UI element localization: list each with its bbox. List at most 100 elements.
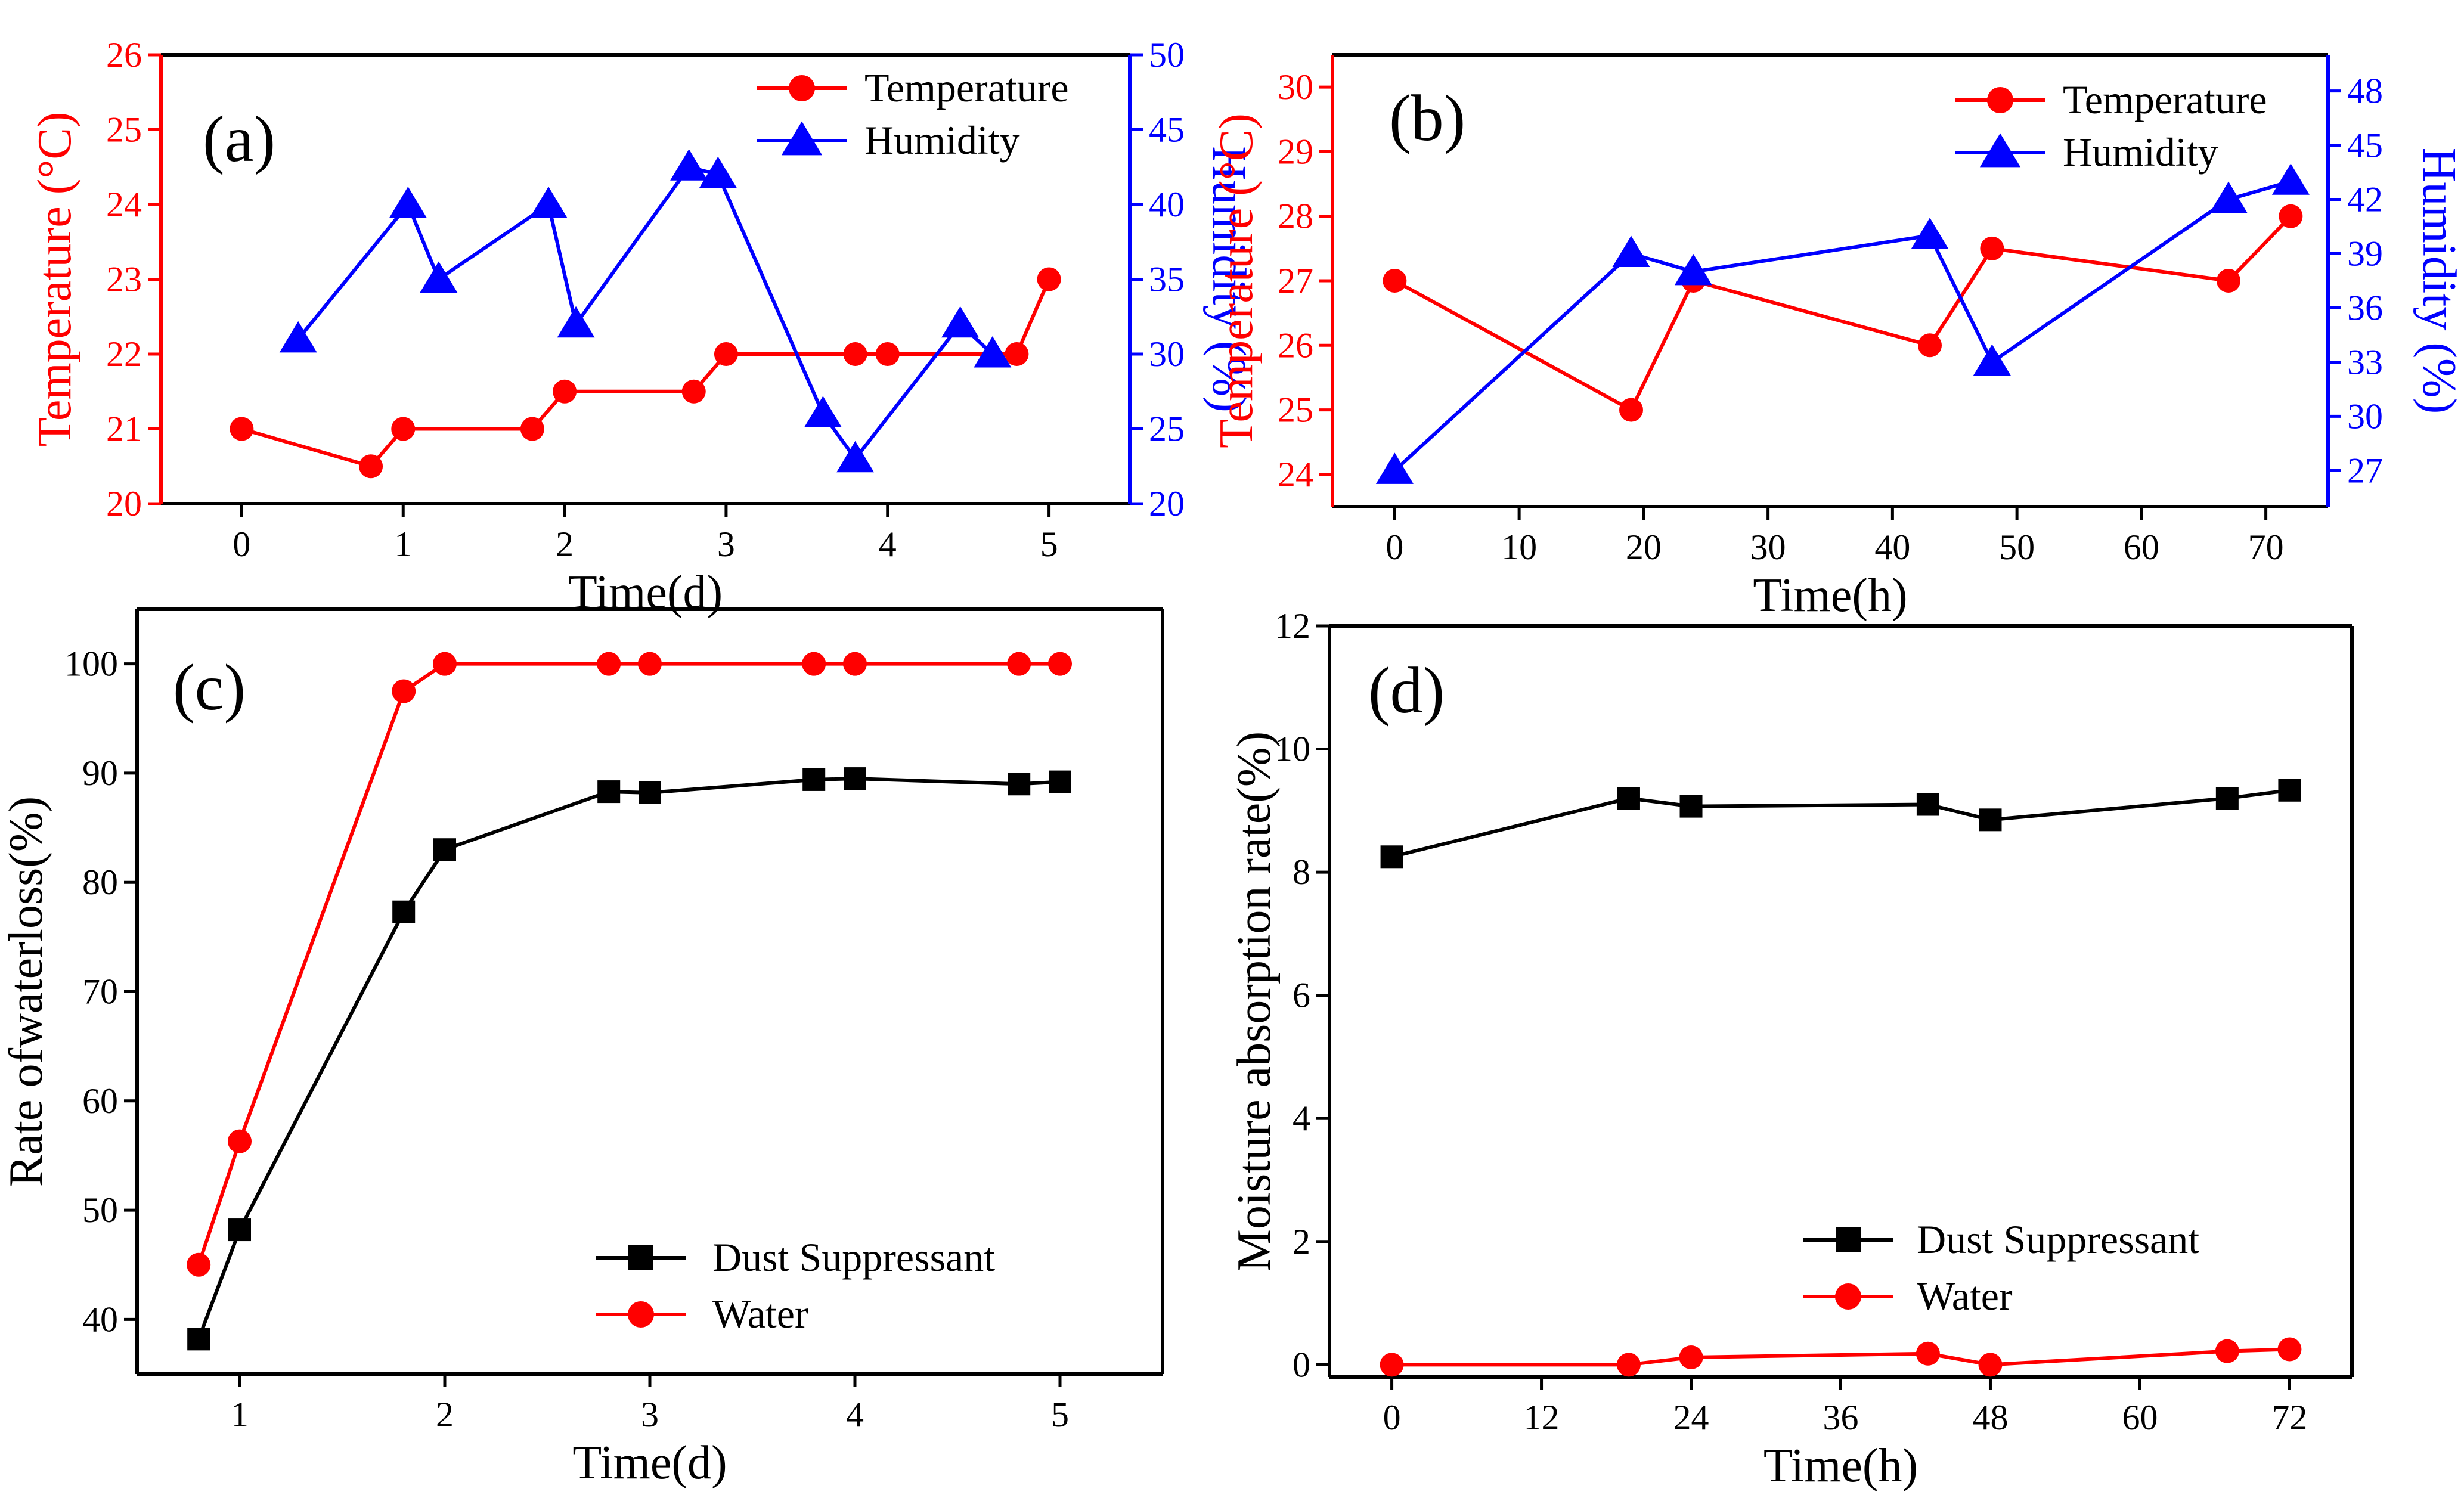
- legend-label: Water: [712, 1291, 808, 1336]
- x-tick-label: 3: [641, 1395, 659, 1434]
- x-tick-label: 2: [436, 1395, 454, 1434]
- y-axis-label: Moisture absorption rate(%): [1228, 731, 1281, 1271]
- data-point: [187, 1328, 210, 1351]
- x-tick-label: 4: [879, 525, 897, 564]
- y2-tick-label: 42: [2347, 180, 2383, 219]
- series-line-water: [1391, 1347, 2290, 1367]
- legend-marker: [628, 1301, 654, 1328]
- x-tick-label: 5: [1040, 525, 1058, 564]
- x-tick-label: 1: [231, 1395, 249, 1434]
- data-point: [843, 342, 867, 366]
- y-tick-label: 4: [1293, 1099, 1310, 1138]
- data-point: [392, 679, 416, 703]
- data-point: [1380, 845, 1403, 869]
- x-tick-label: 2: [556, 525, 574, 564]
- data-point: [391, 417, 416, 441]
- series-line-temperature: [1393, 215, 2292, 413]
- y2-tick-label: 45: [1149, 110, 1185, 150]
- y-tick-label: 29: [1278, 132, 1313, 171]
- legend-marker: [1835, 1283, 1861, 1310]
- y2-tick-label: 50: [1149, 35, 1185, 75]
- data-point: [844, 767, 866, 790]
- data-point: [1008, 773, 1031, 796]
- data-point: [670, 149, 708, 181]
- y2-tick-label: 20: [1149, 484, 1185, 523]
- y-tick-label: 100: [64, 644, 118, 684]
- data-point: [557, 306, 595, 338]
- data-point: [228, 1218, 251, 1242]
- data-point: [1037, 267, 1061, 291]
- data-point: [1973, 344, 2011, 376]
- y-tick-label: 25: [1278, 390, 1313, 430]
- data-point: [2271, 163, 2310, 195]
- data-point: [230, 417, 254, 441]
- data-point: [359, 454, 383, 479]
- y2-tick-label: 33: [2347, 342, 2383, 382]
- data-point: [597, 780, 621, 804]
- data-point: [1616, 1353, 1641, 1377]
- data-point: [2215, 787, 2239, 810]
- x-tick-label: 60: [2122, 1398, 2158, 1437]
- data-point: [389, 187, 427, 218]
- legend-label: Temperature: [2063, 77, 2267, 122]
- y-axis-label: Rate ofwaterloss(%): [0, 796, 52, 1187]
- data-point: [1005, 342, 1029, 366]
- data-point: [1679, 1345, 1703, 1369]
- y-tick-label: 8: [1293, 852, 1310, 892]
- data-point: [974, 336, 1012, 368]
- legend-marker: [1836, 1227, 1861, 1252]
- data-point: [228, 1129, 252, 1153]
- chart-panel-2: 0 10 20 30 40 50 60 70 24 25 26 27 28 29 30 27 30 33 36 39 4…: [1210, 53, 2464, 622]
- y2-tick-label: 40: [1149, 185, 1185, 224]
- panel-label: (c): [173, 651, 246, 724]
- x-tick-label: 70: [2248, 528, 2284, 567]
- legend-marker: [789, 75, 815, 101]
- y-tick-label: 23: [106, 260, 142, 299]
- data-point: [1674, 253, 1712, 286]
- y-tick-label: 28: [1278, 197, 1313, 236]
- y-tick-label: 70: [82, 972, 118, 1012]
- x-tick-label: 10: [1501, 528, 1537, 567]
- chart-panel-3: 1 2 3 4 5 40 50 60 70 80 90 100 Time(d) Rate ofwaterl…: [0, 607, 1164, 1489]
- series-line-temperature: [241, 278, 1051, 469]
- x-tick-label: 60: [2124, 528, 2159, 567]
- data-point: [875, 342, 900, 366]
- data-point: [529, 187, 568, 218]
- y-tick-label: 60: [82, 1081, 118, 1121]
- x-tick-label: 0: [1386, 528, 1403, 567]
- x-tick-label: 36: [1823, 1398, 1859, 1437]
- data-point: [2209, 181, 2248, 213]
- y2-tick-label: 48: [2347, 72, 2383, 111]
- x-tick-label: 4: [846, 1395, 864, 1434]
- data-point: [420, 261, 458, 293]
- data-point: [714, 342, 738, 366]
- data-point: [2217, 269, 2240, 293]
- data-point: [1916, 1341, 1940, 1366]
- data-point: [836, 441, 875, 473]
- data-point: [2215, 1339, 2239, 1363]
- panel-label: (a): [203, 103, 275, 175]
- y2-tick-label: 30: [2347, 396, 2383, 436]
- data-point: [681, 379, 706, 404]
- legend-marker: [781, 121, 823, 156]
- legend-marker: [628, 1245, 653, 1270]
- x-tick-label: 30: [1750, 528, 1786, 567]
- y2-tick-label: 36: [2347, 288, 2383, 327]
- data-point: [433, 652, 457, 676]
- series-line-dust-suppressant: [1391, 788, 2290, 859]
- data-point: [1380, 1353, 1404, 1377]
- y-tick-label: 0: [1293, 1345, 1310, 1384]
- legend-label: Temperature: [864, 65, 1069, 110]
- y-tick-label: 90: [82, 753, 118, 793]
- y-tick-label: 30: [1278, 67, 1313, 107]
- data-point: [553, 379, 577, 404]
- y2-tick-label: 27: [2347, 451, 2383, 490]
- data-point: [1911, 218, 1949, 249]
- y-tick-label: 21: [106, 410, 142, 449]
- data-point: [433, 838, 456, 861]
- data-point: [1375, 452, 1414, 484]
- data-point: [1979, 808, 2002, 832]
- x-tick-label: 12: [1524, 1398, 1560, 1437]
- data-point: [1007, 652, 1031, 676]
